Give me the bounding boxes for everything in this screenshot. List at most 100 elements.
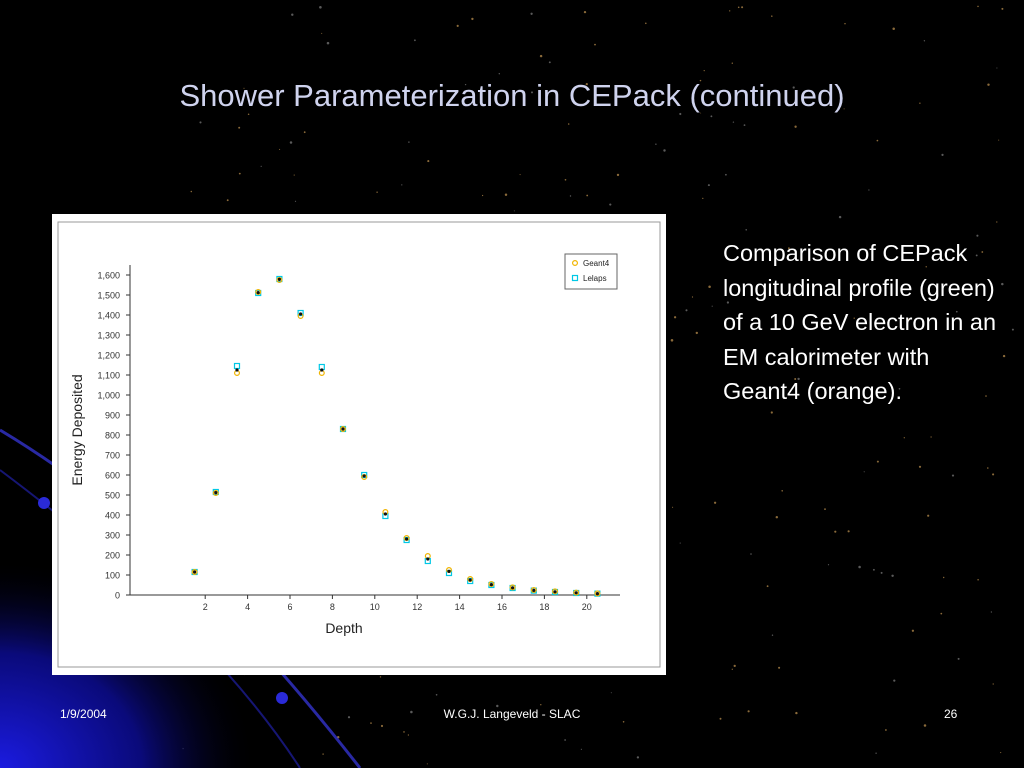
cepack-point xyxy=(277,277,281,281)
star xyxy=(1001,7,1004,10)
star xyxy=(713,501,717,504)
star xyxy=(731,668,733,670)
star xyxy=(778,666,781,669)
star xyxy=(435,693,438,696)
star xyxy=(622,721,625,723)
star xyxy=(530,12,533,15)
star xyxy=(711,305,713,307)
legend-box xyxy=(564,253,618,290)
star xyxy=(691,296,694,298)
lelaps-point xyxy=(233,362,241,370)
star xyxy=(996,221,998,223)
star xyxy=(610,692,612,694)
star xyxy=(247,113,250,116)
x-tick-label: 10 xyxy=(370,602,380,612)
y-tick-label: 1,000 xyxy=(97,391,120,401)
y-tick-label: 600 xyxy=(105,471,120,481)
star xyxy=(844,22,846,25)
star xyxy=(679,542,681,544)
star xyxy=(567,123,570,125)
geant4-point xyxy=(340,426,347,433)
star xyxy=(797,377,800,381)
y-tick-label: 900 xyxy=(105,411,120,421)
star xyxy=(885,729,887,731)
y-tick-label: 1,400 xyxy=(97,311,120,321)
star xyxy=(260,165,262,167)
star xyxy=(498,73,500,75)
star xyxy=(996,67,998,69)
star xyxy=(898,387,901,390)
star xyxy=(903,437,905,439)
star xyxy=(992,473,995,476)
y-tick-label: 500 xyxy=(105,491,120,501)
star xyxy=(513,210,515,212)
cepack-point xyxy=(299,312,303,316)
star xyxy=(1000,752,1002,754)
cepack-point xyxy=(553,590,557,594)
star xyxy=(456,24,459,27)
star xyxy=(853,317,855,319)
star xyxy=(289,141,293,144)
star xyxy=(426,763,428,765)
star xyxy=(243,87,245,89)
cepack-point xyxy=(362,474,366,478)
star xyxy=(927,514,930,517)
star xyxy=(875,752,877,754)
x-tick-label: 6 xyxy=(287,602,292,612)
star xyxy=(792,86,795,89)
star xyxy=(279,148,281,150)
cepack-point xyxy=(532,588,536,592)
star xyxy=(771,634,774,636)
star xyxy=(540,704,542,706)
star xyxy=(743,124,746,126)
star xyxy=(941,153,944,157)
star xyxy=(918,465,922,468)
star xyxy=(699,79,702,82)
star xyxy=(990,611,993,613)
y-tick-label: 400 xyxy=(105,511,120,521)
star xyxy=(673,316,677,319)
star xyxy=(907,318,910,321)
legend-geant4-marker xyxy=(571,259,578,266)
legend-lelaps-label: Lelaps xyxy=(583,274,607,283)
star xyxy=(824,508,826,511)
chart-axes: 0 100 200 300 400 500 600 700 800 900 1,000 1,100 1,… xyxy=(69,265,620,636)
star xyxy=(1001,282,1004,286)
star xyxy=(827,564,830,566)
star xyxy=(775,515,779,519)
star xyxy=(583,10,587,14)
cepack-point xyxy=(511,586,515,590)
star xyxy=(565,709,567,712)
star xyxy=(481,194,484,197)
y-tick-label: 1,600 xyxy=(97,271,120,281)
star xyxy=(190,190,193,193)
star xyxy=(943,576,945,579)
star xyxy=(735,383,738,386)
geant4-point xyxy=(594,590,601,597)
star xyxy=(719,717,722,720)
star xyxy=(858,565,861,569)
star xyxy=(376,191,378,193)
star xyxy=(663,149,666,152)
plot-border xyxy=(57,221,661,668)
star xyxy=(672,506,674,508)
star xyxy=(303,131,306,134)
star xyxy=(893,679,896,682)
star xyxy=(955,310,958,313)
star xyxy=(729,10,731,12)
star xyxy=(226,199,229,202)
star xyxy=(403,731,405,733)
cepack-point xyxy=(256,291,260,295)
star xyxy=(868,189,870,191)
star xyxy=(891,574,894,578)
x-axis-label: Depth xyxy=(325,620,362,636)
geant4-point xyxy=(488,581,495,588)
star xyxy=(519,174,521,176)
star xyxy=(703,70,705,72)
blue-orb xyxy=(38,497,50,509)
star xyxy=(843,108,845,110)
geant4-point xyxy=(276,276,283,283)
star xyxy=(975,254,978,257)
star xyxy=(872,568,875,571)
